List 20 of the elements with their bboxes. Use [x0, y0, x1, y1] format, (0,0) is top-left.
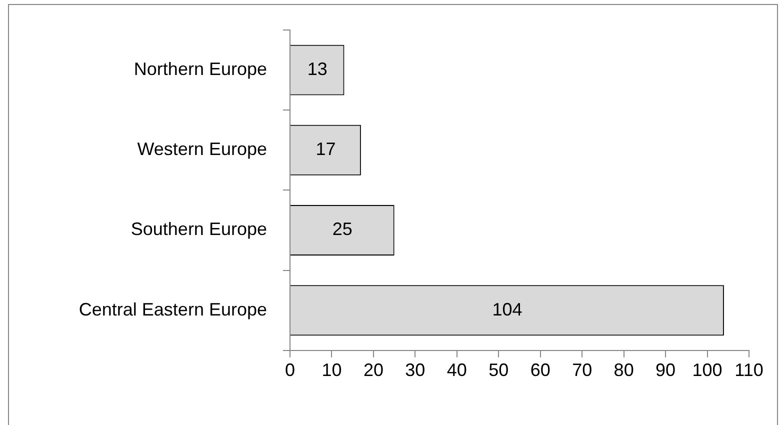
x-tick-label: 30: [405, 360, 426, 380]
x-tick-label: 10: [322, 360, 342, 380]
y-tick-label: Central Eastern Europe: [78, 299, 267, 320]
x-tick-label: 0: [284, 360, 296, 380]
x-tick-label: 40: [446, 360, 467, 380]
x-tick-label: 90: [656, 360, 676, 380]
data-label: 13: [307, 59, 328, 80]
y-tick-label: Southern Europe: [130, 219, 267, 240]
x-tick-label: 70: [572, 360, 592, 380]
data-label: 104: [492, 299, 522, 320]
y-tick-label: Western Europe: [137, 139, 267, 160]
x-tick-label: 100: [692, 360, 722, 380]
y-tick-label: Northern Europe: [134, 59, 267, 80]
x-tick-label: 60: [530, 360, 550, 380]
x-tick-label: 20: [363, 360, 384, 380]
x-tick-label: 110: [734, 360, 764, 380]
x-tick-label: 80: [614, 360, 634, 380]
data-label: 25: [332, 219, 352, 240]
data-label: 17: [316, 139, 336, 160]
x-tick-label: 50: [488, 360, 509, 380]
